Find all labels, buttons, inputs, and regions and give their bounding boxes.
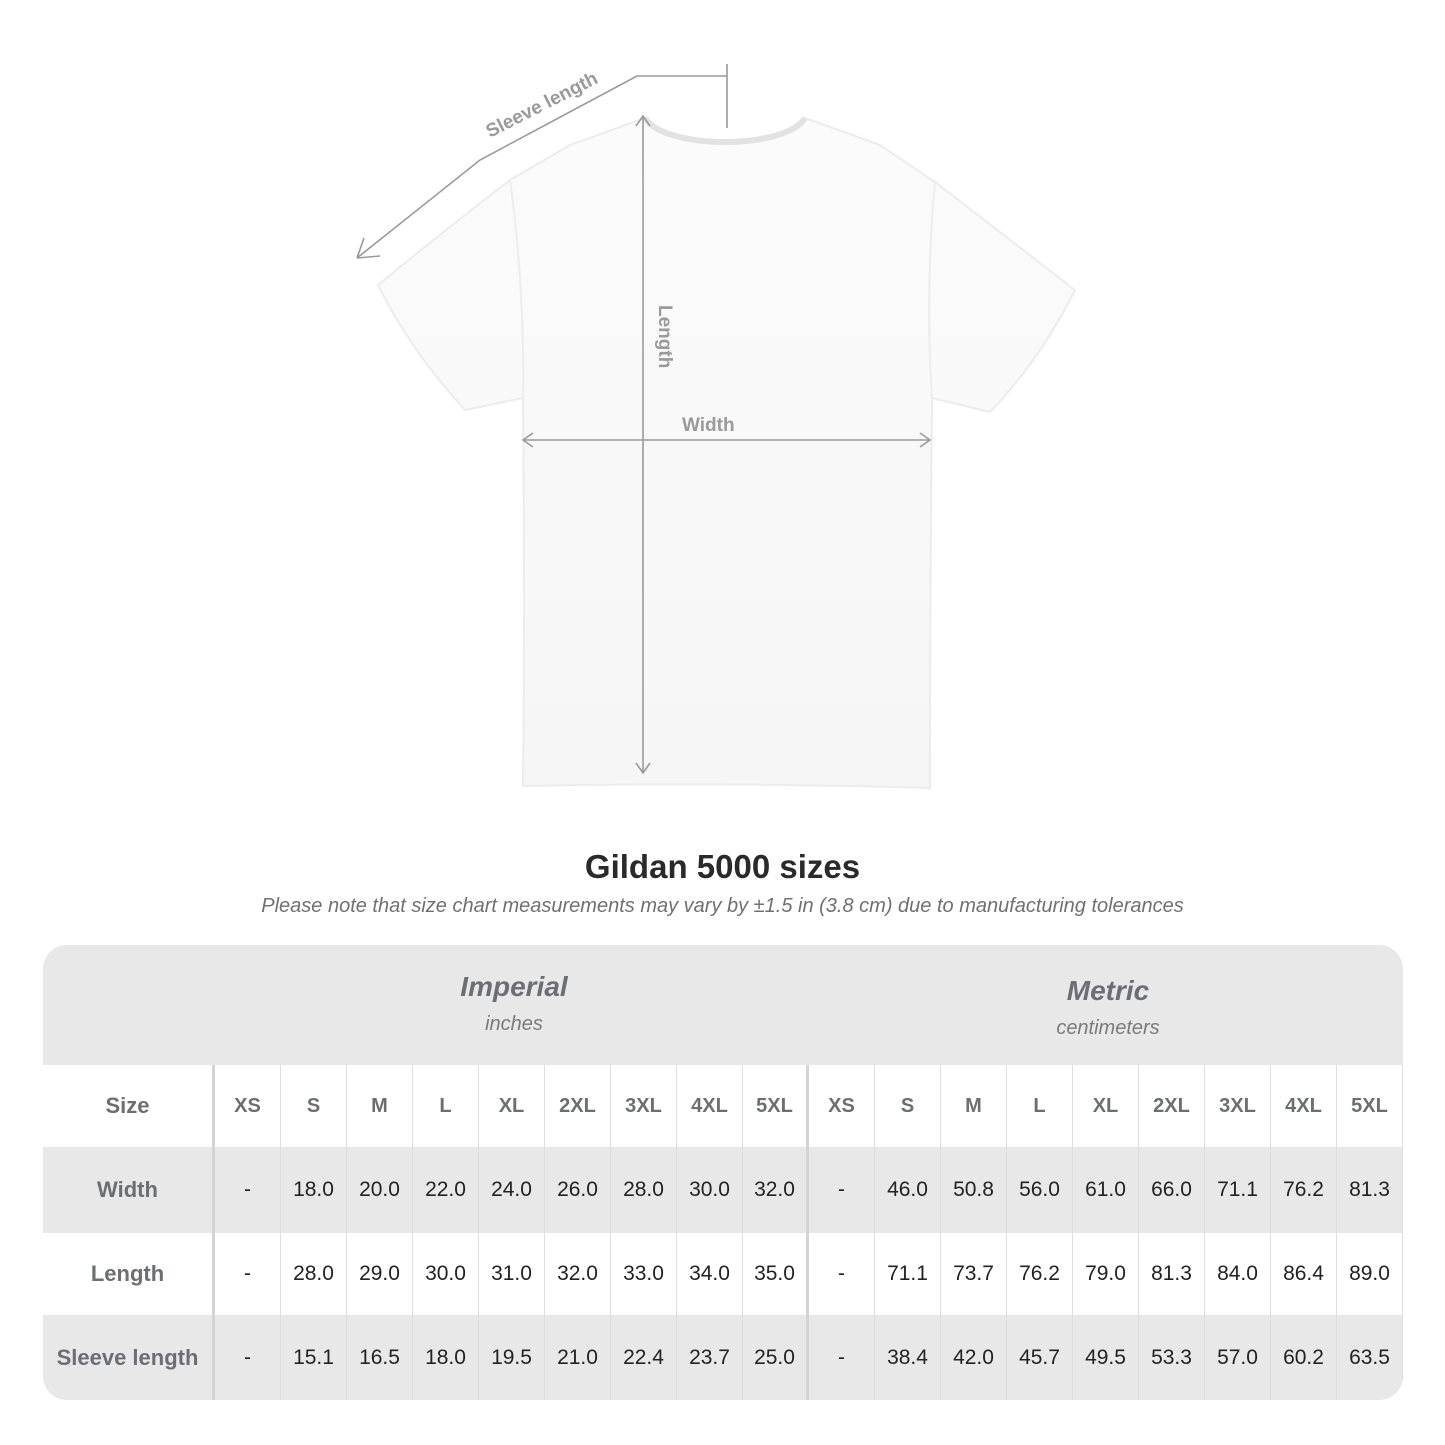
metric-value-cell: 42.0 [941, 1315, 1007, 1400]
metric-value-cell: 46.0 [875, 1147, 941, 1233]
imperial-value-cell: 22.4 [611, 1315, 677, 1400]
table-row: Width -18.0 20.0 22.0 24.0 26.0 28.0 30.0 32.0-4… [43, 1147, 1403, 1233]
imperial-value-cell: 32.0 [743, 1147, 809, 1233]
imperial-value-cell: 15.1 [281, 1315, 347, 1400]
metric-value-cell: 76.2 [1007, 1233, 1073, 1315]
row-label: Width [43, 1147, 215, 1233]
imperial-value-cell: 18.0 [413, 1315, 479, 1400]
imperial-size-2xl: 2XL [545, 1065, 611, 1147]
metric-value-cell: 66.0 [1139, 1147, 1205, 1233]
imperial-value-cell: 33.0 [611, 1233, 677, 1315]
metric-value-cell: 57.0 [1205, 1315, 1271, 1400]
imperial-title: Imperial [460, 971, 568, 1002]
imperial-value-cell: 34.0 [677, 1233, 743, 1315]
width-label: Width [682, 415, 735, 436]
imperial-value-cell: 29.0 [347, 1233, 413, 1315]
imperial-header: Imperial inches [217, 945, 811, 1063]
table-row: Sleeve length -15.1 16.5 18.0 19.5 21.0 22.4 23… [43, 1315, 1403, 1400]
metric-size-2xl: 2XL [1139, 1065, 1205, 1147]
metric-value-cell: 73.7 [941, 1233, 1007, 1315]
imperial-size-5xl: 5XL [743, 1065, 809, 1147]
imperial-value-cell: 18.0 [281, 1147, 347, 1233]
imperial-size-xs: XS [215, 1065, 281, 1147]
metric-value-cell: - [809, 1233, 875, 1315]
metric-value-cell: 60.2 [1271, 1315, 1337, 1400]
imperial-value-cell: 25.0 [743, 1315, 809, 1400]
length-label: Length [654, 305, 675, 368]
metric-size-4xl: 4XL [1271, 1065, 1337, 1147]
imperial-size-l: L [413, 1065, 479, 1147]
imperial-value-cell: 31.0 [479, 1233, 545, 1315]
imperial-unit: inches [485, 1013, 543, 1035]
imperial-value-cell: 30.0 [413, 1233, 479, 1315]
tshirt-diagram: Sleeve length Length Width [356, 64, 1077, 790]
metric-size-l: L [1007, 1065, 1073, 1147]
imperial-value-cell: 26.0 [545, 1147, 611, 1233]
sleeve-length-measure [356, 64, 728, 259]
metric-value-cell: 71.1 [1205, 1147, 1271, 1233]
metric-value-cell: 49.5 [1073, 1315, 1139, 1400]
imperial-value-cell: 16.5 [347, 1315, 413, 1400]
metric-size-3xl: 3XL [1205, 1065, 1271, 1147]
metric-value-cell: 50.8 [941, 1147, 1007, 1233]
metric-value-cell: 71.1 [875, 1233, 941, 1315]
imperial-value-cell: - [215, 1233, 281, 1315]
metric-value-cell: - [809, 1315, 875, 1400]
imperial-value-cell: 20.0 [347, 1147, 413, 1233]
metric-value-cell: 61.0 [1073, 1147, 1139, 1233]
metric-value-cell: 56.0 [1007, 1147, 1073, 1233]
imperial-value-cell: - [215, 1147, 281, 1233]
metric-unit: centimeters [1056, 1017, 1160, 1039]
metric-header: Metric centimeters [811, 945, 1403, 1063]
metric-value-cell: 38.4 [875, 1315, 941, 1400]
imperial-size-xl: XL [479, 1065, 545, 1147]
imperial-value-cell: 19.5 [479, 1315, 545, 1400]
tolerance-note: Please note that size chart measurements… [261, 895, 1184, 917]
metric-title: Metric [1066, 975, 1150, 1006]
imperial-value-cell: 28.0 [281, 1233, 347, 1315]
imperial-value-cell: - [215, 1315, 281, 1400]
imperial-value-cell: 35.0 [743, 1233, 809, 1315]
imperial-value-cell: 28.0 [611, 1147, 677, 1233]
row-label: Length [43, 1233, 215, 1315]
size-header-row: Size XS S M L XL 2XL 3XL 4XL 5XL XS S M L XL 2XL 3XL 4XL 5… [43, 1065, 1403, 1147]
row-label: Sleeve length [43, 1315, 215, 1400]
length-measure [635, 114, 651, 775]
metric-size-5xl: 5XL [1337, 1065, 1403, 1147]
metric-value-cell: 81.3 [1337, 1147, 1403, 1233]
metric-value-cell: - [809, 1147, 875, 1233]
width-measure [521, 432, 932, 448]
tshirt-shape [376, 116, 1077, 790]
imperial-value-cell: 32.0 [545, 1233, 611, 1315]
imperial-value-cell: 30.0 [677, 1147, 743, 1233]
metric-value-cell: 89.0 [1337, 1233, 1403, 1315]
imperial-value-cell: 21.0 [545, 1315, 611, 1400]
imperial-size-4xl: 4XL [677, 1065, 743, 1147]
imperial-size-s: S [281, 1065, 347, 1147]
table-row: Length -28.0 29.0 30.0 31.0 32.0 33.0 34.0 35.0-… [43, 1233, 1403, 1315]
size-table: Imperial inches Metric centimeters Size X… [43, 945, 1403, 1400]
chart-title: Gildan 5000 sizes [584, 848, 861, 885]
metric-size-m: M [941, 1065, 1007, 1147]
metric-value-cell: 84.0 [1205, 1233, 1271, 1315]
metric-size-xs: XS [809, 1065, 875, 1147]
imperial-size-3xl: 3XL [611, 1065, 677, 1147]
metric-size-xl: XL [1073, 1065, 1139, 1147]
imperial-value-cell: 22.0 [413, 1147, 479, 1233]
metric-value-cell: 81.3 [1139, 1233, 1205, 1315]
metric-value-cell: 79.0 [1073, 1233, 1139, 1315]
metric-size-s: S [875, 1065, 941, 1147]
metric-value-cell: 76.2 [1271, 1147, 1337, 1233]
metric-value-cell: 63.5 [1337, 1315, 1403, 1400]
size-header-label: Size [43, 1065, 215, 1147]
imperial-value-cell: 23.7 [677, 1315, 743, 1400]
metric-value-cell: 45.7 [1007, 1315, 1073, 1400]
metric-value-cell: 86.4 [1271, 1233, 1337, 1315]
imperial-size-m: M [347, 1065, 413, 1147]
imperial-value-cell: 24.0 [479, 1147, 545, 1233]
metric-value-cell: 53.3 [1139, 1315, 1205, 1400]
